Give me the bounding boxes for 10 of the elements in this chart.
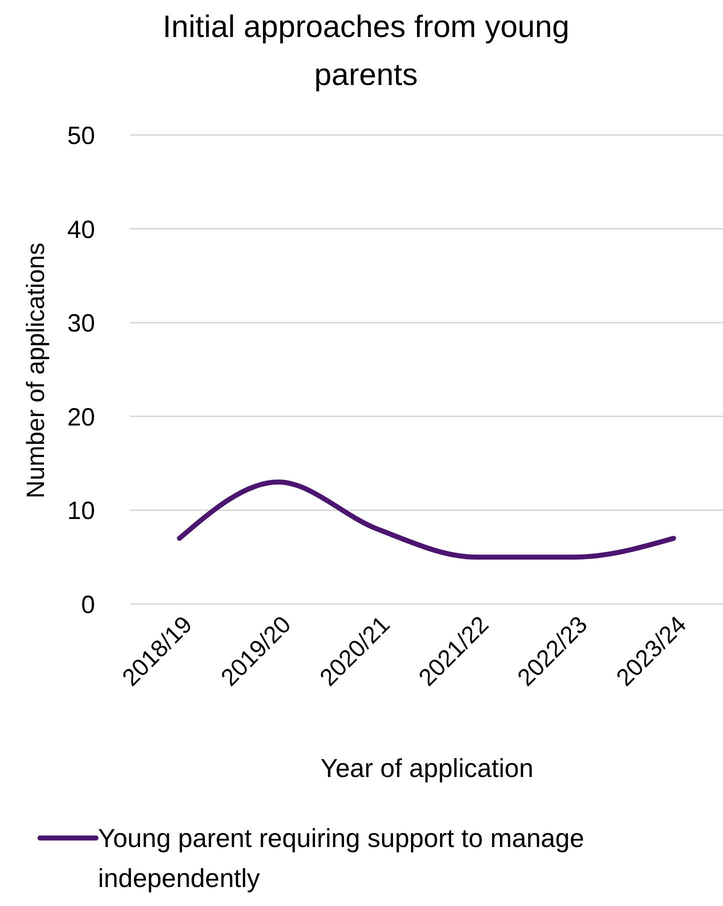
- y-tick-label: 40: [67, 216, 95, 244]
- chart-title: Initial approaches from young parents: [162, 9, 570, 92]
- y-tick-label: 30: [67, 310, 95, 338]
- y-tick-label: 10: [67, 497, 95, 526]
- y-tick-label: 0: [81, 591, 95, 619]
- y-tick-label: 20: [67, 403, 95, 432]
- legend-label: Young parent requiring support to manage independently: [98, 823, 584, 893]
- x-axis-title: Year of application: [320, 753, 534, 783]
- y-tick-label: 50: [67, 122, 95, 150]
- y-axis-title: Number of applications: [22, 242, 50, 498]
